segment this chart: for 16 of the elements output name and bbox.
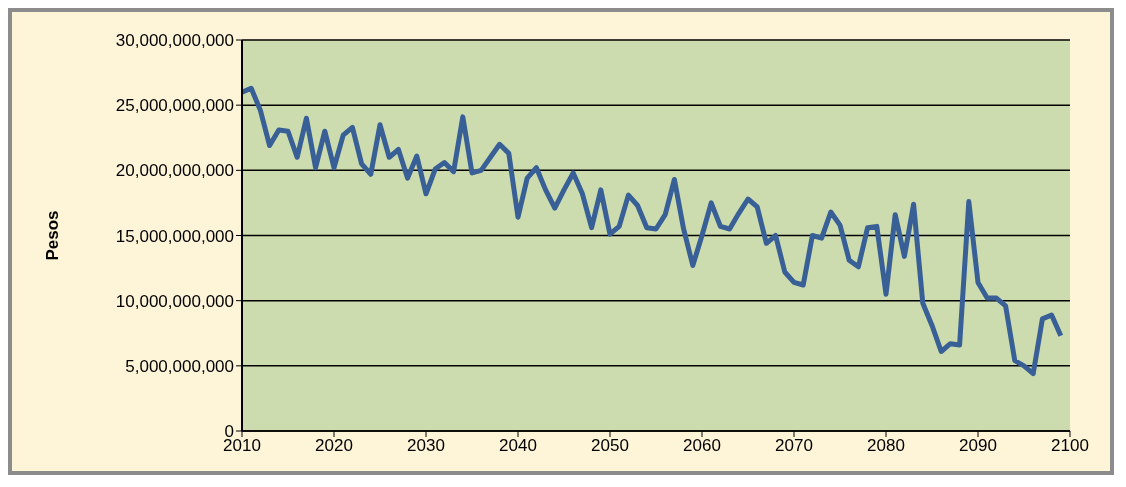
x-tick-label: 2040 [499, 436, 537, 456]
x-tick-label: 2050 [591, 436, 629, 456]
y-tick-label: 20,000,000,000 [115, 161, 234, 181]
x-tick-label: 2070 [775, 436, 813, 456]
x-tick-label: 2090 [959, 436, 997, 456]
x-tick-label: 2060 [683, 436, 721, 456]
x-tick-label: 2100 [1051, 436, 1089, 456]
x-tick-label: 2080 [867, 436, 905, 456]
y-tick-label: 30,000,000,000 [115, 31, 234, 51]
y-tick-label: 25,000,000,000 [115, 96, 234, 116]
x-tick-label: 2030 [407, 436, 445, 456]
y-tick-label: 5,000,000,000 [125, 356, 234, 376]
y-tick-label: 15,000,000,000 [115, 226, 234, 246]
y-axis-title: Pesos [43, 210, 63, 261]
y-tick-label: 10,000,000,000 [115, 291, 234, 311]
x-tick-label: 2020 [315, 436, 353, 456]
